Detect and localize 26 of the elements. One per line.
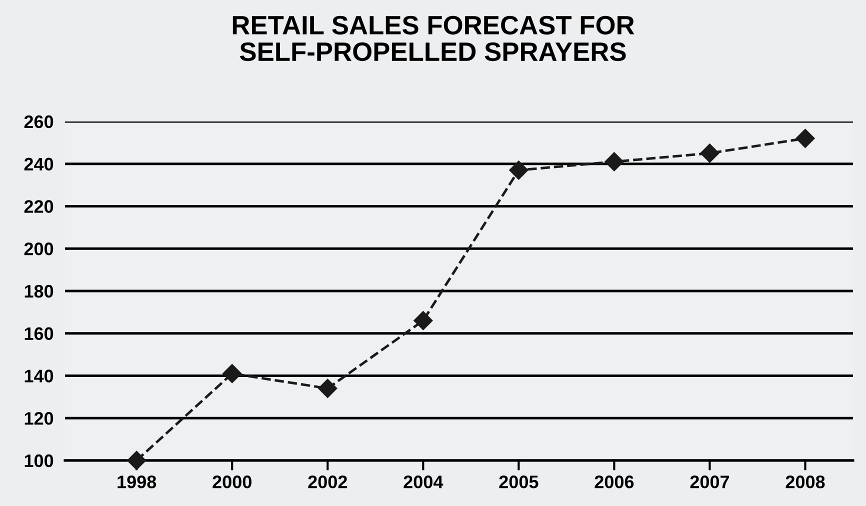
chart-title: RETAIL SALES FORECAST FOR SELF-PROPELLED SPRAYERS (232, 16, 634, 62)
y-tick-label: 160 (24, 327, 54, 340)
x-tick-label: 2006 (594, 476, 634, 488)
point (700, 144, 720, 163)
point (127, 450, 146, 470)
y-tick-label: 240 (24, 158, 54, 171)
x-tick-label: 2002 (308, 476, 347, 488)
y-tick-label: 260 (24, 115, 54, 128)
y-tick-label: 140 (24, 370, 54, 382)
y-tick-label: 100 (24, 454, 54, 468)
point (414, 311, 433, 330)
y-tick-label: 180 (24, 284, 54, 298)
point (509, 160, 528, 180)
x-tick-label: 2004 (404, 476, 444, 488)
x-tick-label: 2000 (212, 476, 252, 488)
y-tick-label: 120 (24, 412, 54, 425)
y-tick-label: 220 (24, 200, 54, 213)
x-tick-label: 2007 (690, 476, 730, 488)
y-tick-label: 200 (24, 242, 54, 256)
x-tick-label: 1998 (118, 476, 156, 488)
point (318, 378, 338, 398)
point (222, 364, 242, 384)
x-tick-label: 2005 (499, 476, 538, 488)
x-tick-label: 2008 (786, 476, 825, 488)
point (604, 152, 624, 172)
point (796, 128, 815, 148)
